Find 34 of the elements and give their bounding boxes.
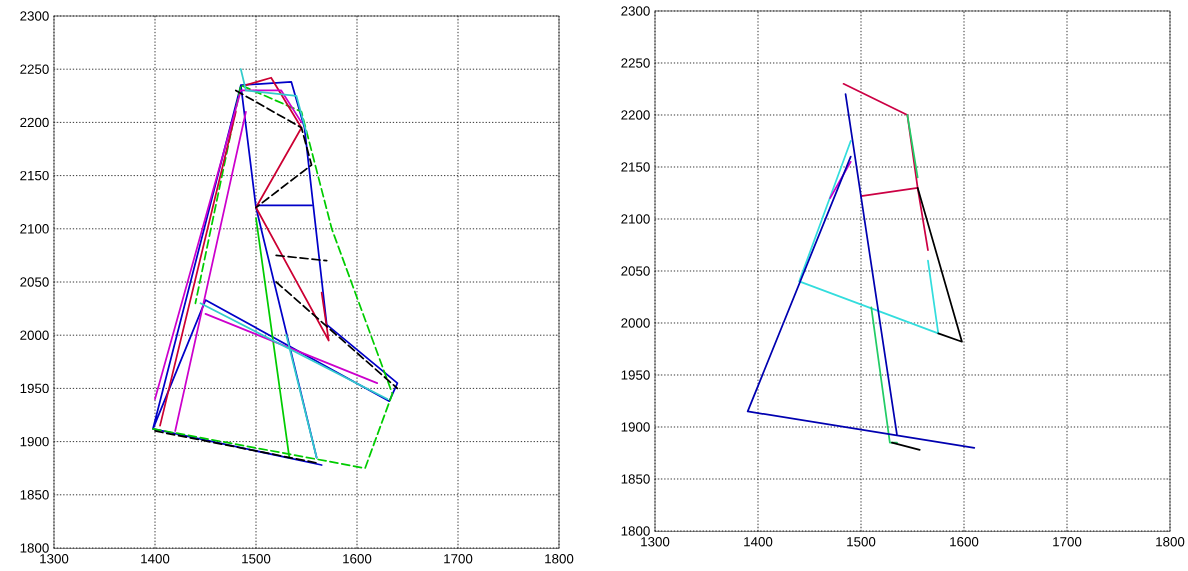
y-tick-label: 1950 <box>20 383 49 394</box>
y-tick-label: 1950 <box>621 370 650 380</box>
x-tick-label: 1300 <box>641 537 670 547</box>
y-tick-label: 1850 <box>621 474 650 484</box>
y-tick-label: 2200 <box>20 117 49 128</box>
x-tick-label: 1500 <box>847 537 876 547</box>
y-tick-label: 2150 <box>20 170 49 181</box>
x-tick-label: 1700 <box>1053 537 1082 547</box>
y-tick-label: 1900 <box>20 436 49 447</box>
y-tick-label: 2000 <box>20 330 49 340</box>
y-tick-label: 1800 <box>621 526 650 536</box>
y-tick-label: 2250 <box>20 64 49 74</box>
y-tick-label: 1900 <box>621 422 650 432</box>
y-tick-label: 2100 <box>621 214 650 224</box>
x-tick-label: 1700 <box>444 554 473 564</box>
x-tick-label: 1400 <box>141 554 170 564</box>
y-tick-label: 2250 <box>621 58 650 68</box>
x-tick-label: 1400 <box>744 537 773 547</box>
x-tick-label: 1600 <box>343 554 372 564</box>
x-tick-label: 1800 <box>1156 537 1185 547</box>
y-tick-label: 2200 <box>621 110 650 120</box>
y-tick-label: 2300 <box>20 11 49 21</box>
x-tick-label: 1500 <box>242 554 271 564</box>
x-tick-label: 1800 <box>545 554 574 564</box>
y-tick-label: 1850 <box>20 490 49 500</box>
x-tick-label: 1300 <box>40 554 69 564</box>
y-tick-label: 2000 <box>621 318 650 328</box>
y-tick-label: 2150 <box>621 162 650 172</box>
y-tick-label: 2050 <box>621 266 650 276</box>
x-tick-label: 1600 <box>950 537 979 547</box>
y-tick-label: 2300 <box>621 6 650 16</box>
y-tick-label: 2100 <box>20 224 49 234</box>
y-tick-label: 2050 <box>20 277 49 287</box>
line-series <box>798 140 940 335</box>
